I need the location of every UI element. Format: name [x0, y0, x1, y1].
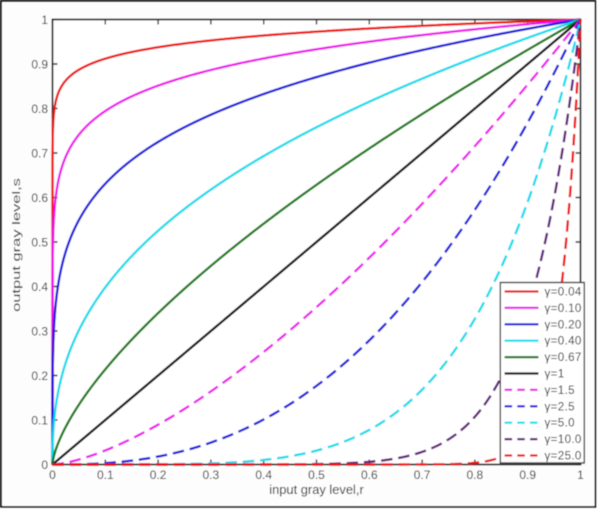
- svg-text:0.3: 0.3: [31, 325, 48, 339]
- svg-text:0.9: 0.9: [519, 468, 536, 482]
- svg-text:input gray level,r: input gray level,r: [269, 482, 364, 497]
- svg-text:γ=0.40: γ=0.40: [545, 335, 582, 348]
- svg-text:0: 0: [49, 468, 56, 482]
- svg-text:1: 1: [41, 13, 48, 27]
- svg-text:γ=1: γ=1: [545, 368, 565, 381]
- svg-text:0.1: 0.1: [97, 468, 114, 482]
- svg-text:output gray level,s: output gray level,s: [10, 178, 23, 312]
- svg-text:0.8: 0.8: [31, 102, 48, 116]
- svg-text:0.5: 0.5: [31, 236, 48, 250]
- svg-text:γ=0.20: γ=0.20: [545, 318, 582, 331]
- svg-text:0.9: 0.9: [31, 58, 48, 72]
- svg-text:0.4: 0.4: [31, 280, 48, 294]
- svg-text:0.5: 0.5: [308, 468, 325, 482]
- svg-text:γ=0.67: γ=0.67: [545, 351, 582, 364]
- svg-text:γ=0.04: γ=0.04: [545, 286, 582, 299]
- svg-text:γ=25.0: γ=25.0: [545, 450, 582, 463]
- svg-text:0.7: 0.7: [31, 147, 48, 161]
- svg-text:0.6: 0.6: [361, 468, 378, 482]
- svg-text:γ=0.10: γ=0.10: [545, 302, 582, 315]
- svg-text:0.3: 0.3: [203, 468, 220, 482]
- svg-text:0.2: 0.2: [31, 369, 48, 383]
- svg-text:γ=5.0: γ=5.0: [545, 417, 575, 430]
- svg-text:γ=2.5: γ=2.5: [545, 400, 575, 413]
- svg-text:γ=10.0: γ=10.0: [545, 433, 582, 446]
- svg-text:0.2: 0.2: [150, 468, 167, 482]
- svg-text:γ=1.5: γ=1.5: [545, 384, 575, 397]
- svg-text:0.8: 0.8: [467, 468, 484, 482]
- svg-text:0.6: 0.6: [31, 191, 48, 205]
- svg-text:0: 0: [41, 458, 48, 472]
- svg-text:1: 1: [577, 468, 584, 482]
- svg-text:0.4: 0.4: [255, 468, 272, 482]
- svg-text:0.7: 0.7: [414, 468, 431, 482]
- svg-text:0.1: 0.1: [31, 414, 48, 428]
